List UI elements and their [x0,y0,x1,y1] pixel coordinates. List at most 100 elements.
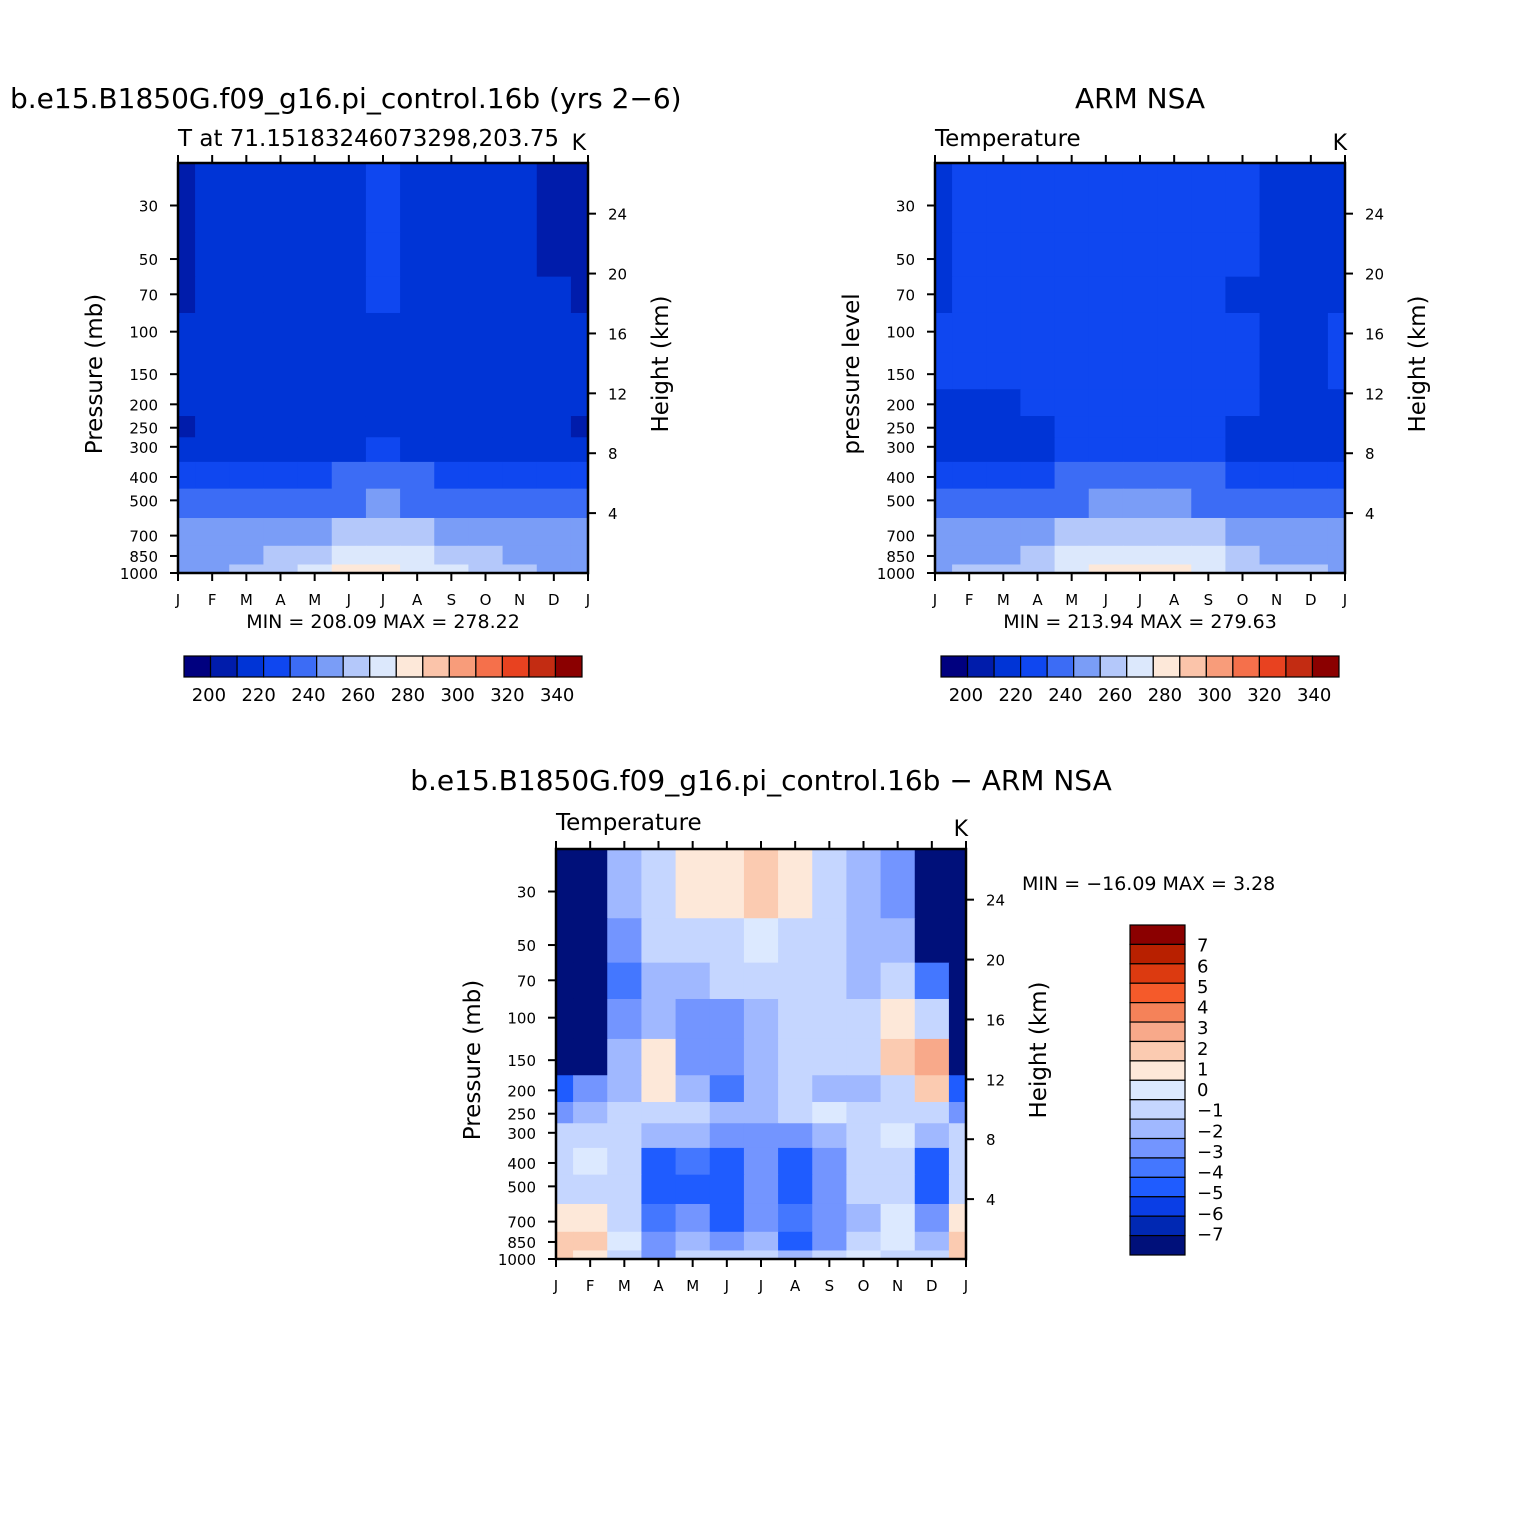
field-cell [948,998,967,1040]
field-cell [1122,545,1158,566]
field-cell [434,232,470,278]
height-tick-label: 4 [986,1191,996,1209]
field-cell [675,1038,711,1076]
field-cell [709,962,745,1000]
field-cell [229,461,265,490]
field-cell [952,437,987,463]
colorbar-box [209,655,238,678]
field-cell [331,488,367,519]
field-cell [229,163,265,233]
field-cell [986,437,1022,463]
diff-panel-title: b.e15.B1850G.f09_g16.pi_control.16b − AR… [410,764,1112,797]
x-tick-label: S [447,591,457,609]
field-cell [948,1102,967,1124]
field-cell [1122,488,1158,519]
field-cell [880,1123,916,1149]
field-cell [1054,461,1090,490]
field-cell [502,517,538,547]
field-cell [331,312,367,354]
field-cell [573,1174,608,1205]
obs-panel-stats: MIN = 213.94 MAX = 279.63 [1003,611,1277,633]
field-cell [331,352,367,390]
field-cell [178,312,196,354]
field-cell [935,389,953,417]
field-cell [1054,517,1090,547]
y-axis-label-right: Height (km) [1026,981,1052,1118]
y-tick-label: 30 [517,883,536,901]
field-cell [195,488,230,519]
field-cell [1191,488,1227,519]
colorbar-label: 340 [540,685,574,706]
field-cell [1293,276,1329,314]
y-tick-label: 850 [886,548,915,566]
field-cell [297,564,333,574]
field-cell [1293,461,1329,490]
field-cell [365,564,401,574]
field-cell [1157,352,1192,390]
field-cell [812,849,848,919]
height-tick-label: 8 [986,1131,996,1149]
x-tick-label: D [548,591,560,609]
colorbar-box [1129,943,1186,965]
field-cell [297,163,333,233]
field-cell [952,416,987,438]
colorbar-label: 3 [1197,1018,1208,1039]
field-cell [641,1203,677,1233]
field-cell [570,461,589,490]
colorbar-label: 2 [1197,1039,1208,1060]
field-cell [1122,389,1158,417]
field-cell [607,1123,643,1149]
field-cell [1327,416,1346,438]
field-cell [1259,232,1295,278]
field-cell [1327,352,1346,390]
field-cell [1054,564,1090,574]
colorbar-box [966,655,995,678]
field-cell [502,416,538,438]
field-cell [1054,416,1090,438]
y-tick-label: 150 [886,366,915,384]
y-tick-label: 100 [886,324,915,342]
field-cell [570,312,589,354]
field-cell [536,461,572,490]
field-cell [709,1174,745,1205]
field-cell [778,1123,813,1149]
field-cell [1225,517,1261,547]
field-cell [556,1123,574,1149]
colorbar-label: 240 [1048,685,1082,706]
field-cell [880,1038,916,1076]
field-cell [743,1123,779,1149]
field-cell [778,1250,813,1260]
field-cell [880,1203,916,1233]
field-cell [1088,517,1124,547]
field-cell [1259,163,1295,233]
field-cell [1157,488,1192,519]
field-cell [1054,437,1090,463]
field-cell [573,1250,608,1260]
field-cell [1191,545,1227,566]
field-cell [1088,389,1124,417]
field-cell [1122,517,1158,547]
x-tick-label: A [1032,591,1043,609]
field-cell [1293,389,1329,417]
field-cell [263,517,299,547]
field-cell [536,437,572,463]
x-tick-label: M [240,591,253,609]
field-cell [178,461,196,490]
field-cell [468,564,504,574]
field-cell [709,1123,745,1149]
field-cell [263,545,299,566]
field-cell [1225,232,1261,278]
colorbar-label: 260 [341,685,375,706]
field-cell [365,276,401,314]
colorbar-box [289,655,318,678]
field-cell [536,276,572,314]
field-cell [178,163,196,233]
field-cell [846,849,882,919]
field-cell [607,918,643,964]
y-tick-label: 250 [129,420,158,438]
field-cell [468,232,504,278]
field-cell [570,564,589,574]
y-tick-label: 700 [507,1214,536,1232]
field-cell [556,998,574,1040]
